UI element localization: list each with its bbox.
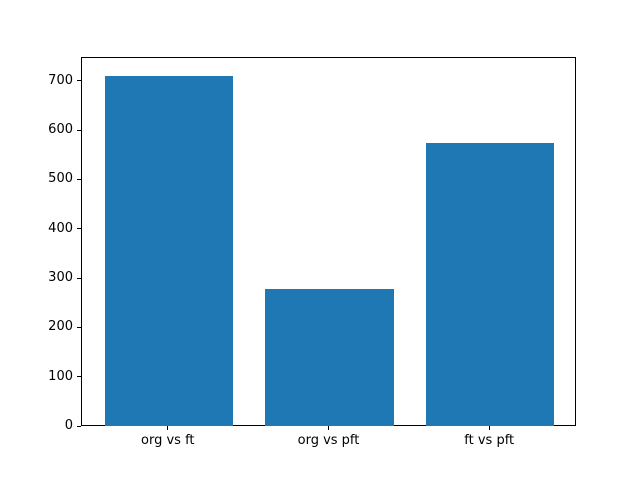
y-tick-label: 600 [48,122,73,137]
x-tick-mark [167,426,169,430]
y-tick-label: 200 [48,319,73,335]
y-tick-mark [77,425,81,427]
x-tick-label: org vs pft [297,433,360,448]
y-tick-mark [77,80,81,82]
y-tick-mark [77,129,81,131]
y-tick-label: 700 [48,72,73,88]
x-tick-label: org vs ft [141,433,195,448]
x-tick-mark [328,426,329,430]
x-tick-mark [488,426,490,430]
bar-ft-vs-pft [425,143,555,426]
y-tick-label: 0 [64,418,73,433]
y-tick-mark [77,376,81,378]
x-tick-label: ft vs pft [464,433,515,448]
y-tick-label: 300 [48,270,73,285]
y-tick-label: 100 [48,368,73,384]
bar-org-vs-ft [104,75,234,426]
bar-org-vs-pft [265,288,394,426]
y-tick-mark [77,326,81,328]
y-tick-mark [77,277,81,279]
y-tick-label: 400 [48,220,73,236]
plot-area [81,57,576,426]
y-tick-label: 500 [48,171,73,187]
y-tick-mark [77,178,81,180]
y-tick-mark [77,228,81,230]
